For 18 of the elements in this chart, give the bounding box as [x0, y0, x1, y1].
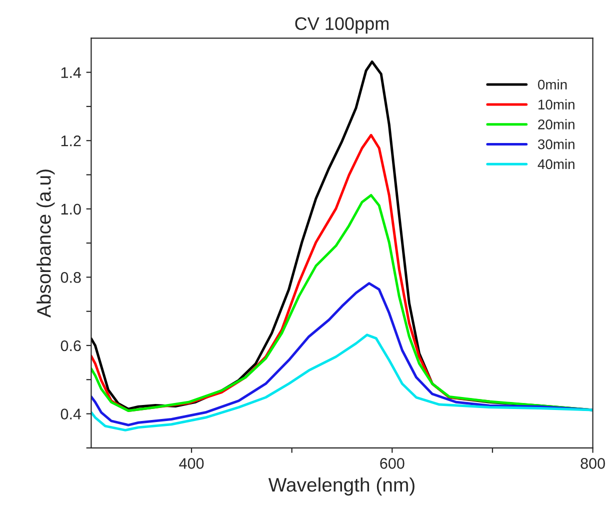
- chart-title: CV 100ppm: [295, 17, 388, 34]
- y-tick-label: 1.2: [61, 135, 81, 146]
- line-series: [91, 334, 593, 432]
- y-tick-label: 0.8: [60, 272, 81, 283]
- legend-label: 10min: [538, 99, 574, 110]
- x-tick-label: 600: [380, 458, 404, 469]
- x-tick-label: 800: [580, 458, 605, 469]
- legend-label: 20min: [538, 119, 574, 130]
- legend-label: 40min: [538, 158, 574, 170]
- x-tick-label: 400: [179, 458, 204, 469]
- legend-label: 30min: [538, 139, 574, 150]
- x-axis-title: Wavelength (nm): [268, 477, 414, 496]
- y-tick-label: 0.4: [60, 408, 82, 420]
- y-tick-label: 0.6: [60, 340, 81, 352]
- y-axis-title: Absorbance (a.u): [36, 170, 55, 318]
- y-tick-label: 1.0: [61, 204, 81, 215]
- legend-label: 0min: [538, 79, 567, 90]
- y-tick-label: 1.4: [61, 67, 82, 78]
